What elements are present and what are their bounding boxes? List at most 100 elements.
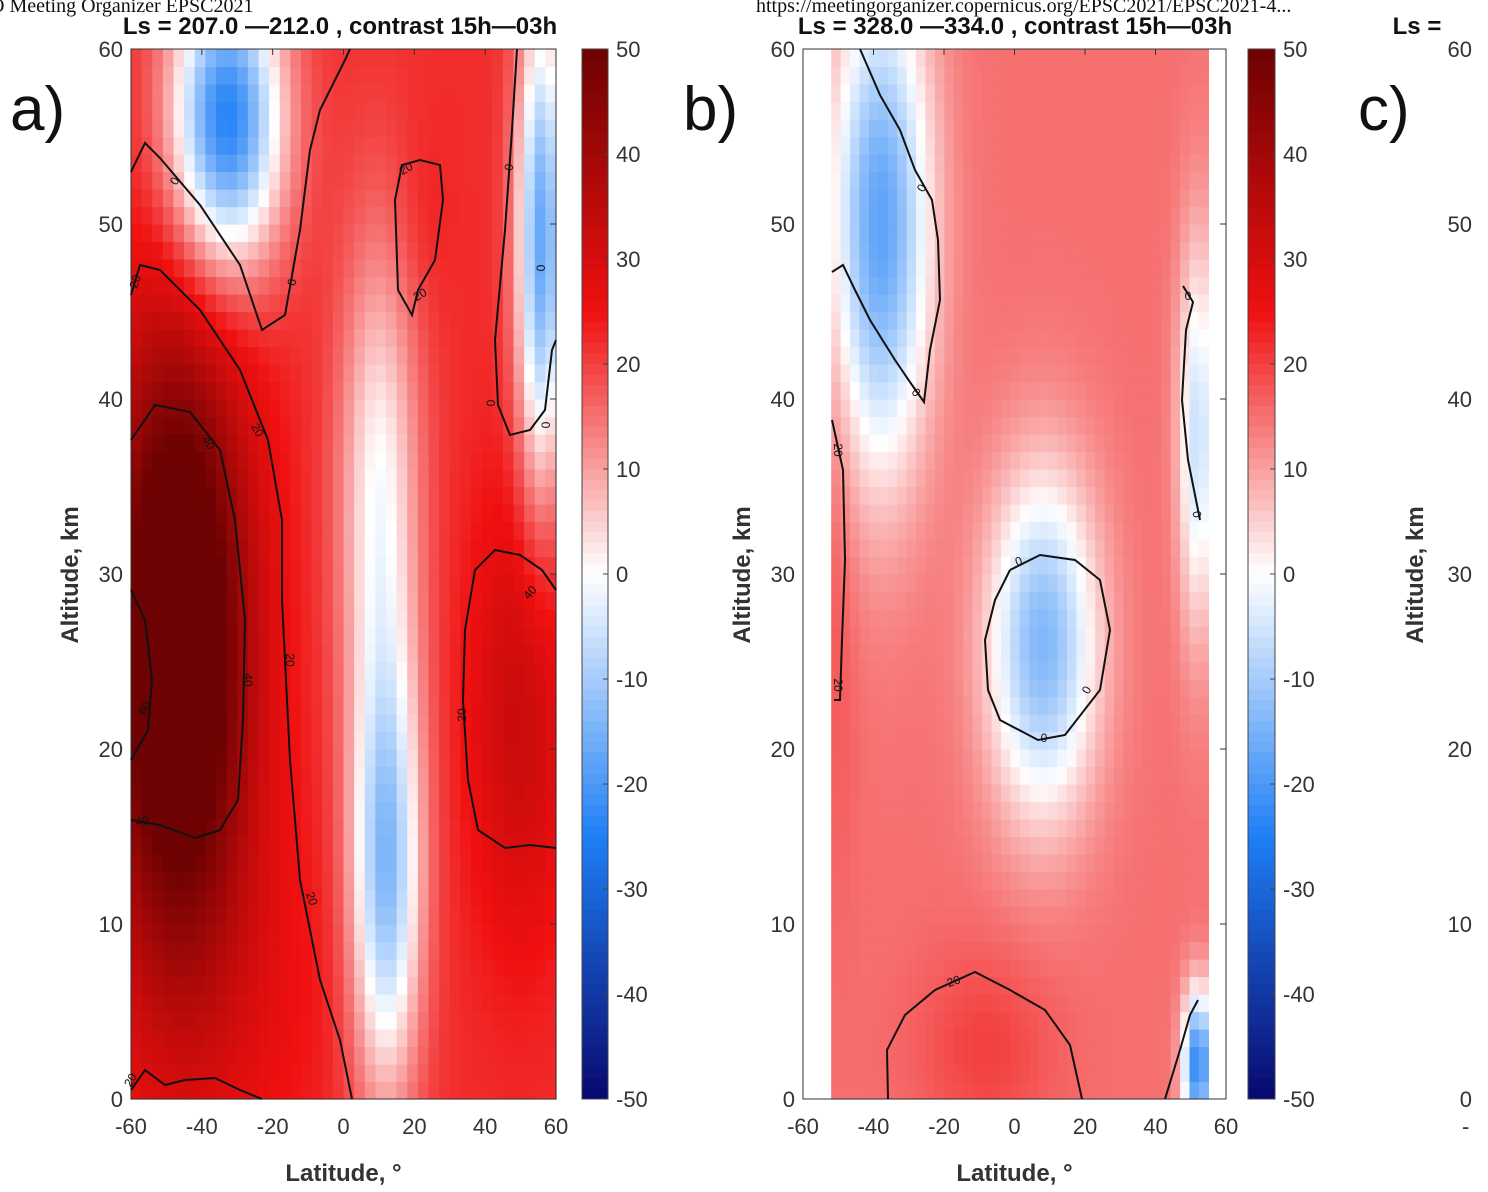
- heatmap-cell: [925, 1046, 936, 1065]
- heatmap-cell: [364, 696, 376, 715]
- heatmap-cell: [963, 556, 974, 575]
- heatmap-cell: [963, 206, 974, 225]
- heatmap-cell: [513, 941, 525, 960]
- heatmap-cell: [1000, 626, 1011, 645]
- heatmap-cell: [1198, 556, 1209, 575]
- heatmap-cell: [1010, 381, 1021, 400]
- panel-label: a): [10, 75, 65, 144]
- heatmap-cell: [131, 171, 143, 190]
- heatmap-cell: [1161, 259, 1172, 278]
- heatmap-cell: [290, 1064, 302, 1083]
- heatmap-cell: [1038, 644, 1049, 663]
- heatmap-cell: [831, 1011, 842, 1030]
- heatmap-cell: [524, 574, 536, 593]
- heatmap-cell: [953, 1046, 964, 1065]
- heatmap-cell: [1010, 906, 1021, 925]
- heatmap-cell: [141, 959, 153, 978]
- heatmap-cell: [290, 364, 302, 383]
- heatmap-cell: [1085, 749, 1096, 768]
- heatmap-cell: [925, 469, 936, 488]
- heatmap-cell: [1095, 154, 1106, 173]
- heatmap-cell: [1085, 276, 1096, 295]
- heatmap-cell: [934, 486, 945, 505]
- heatmap-cell: [216, 539, 228, 558]
- heatmap-cell: [1095, 1046, 1106, 1065]
- heatmap-cell: [279, 766, 291, 785]
- heatmap-cell: [247, 1081, 260, 1100]
- heatmap-cell: [205, 171, 217, 190]
- heatmap-cell: [1142, 171, 1153, 190]
- colorbar-segment: [582, 1036, 608, 1047]
- colorbar-segment: [582, 1078, 608, 1089]
- heatmap-cell: [1095, 1081, 1106, 1100]
- heatmap-cell: [1029, 696, 1040, 715]
- heatmap-cell: [417, 451, 430, 470]
- colorbar-segment: [582, 259, 608, 270]
- heatmap-cell: [226, 346, 238, 365]
- heatmap-cell: [1085, 469, 1096, 488]
- heatmap-cell: [396, 136, 408, 155]
- heatmap-cell: [194, 154, 206, 173]
- heatmap-cell: [545, 906, 557, 925]
- heatmap-cell: [963, 84, 974, 103]
- heatmap-cell: [311, 486, 323, 505]
- heatmap-cell: [131, 381, 143, 400]
- heatmap-cell: [258, 259, 270, 278]
- heatmap-cell: [205, 661, 217, 680]
- heatmap-cell: [1104, 136, 1115, 155]
- heatmap-cell: [141, 206, 153, 225]
- heatmap-cell: [141, 224, 153, 243]
- heatmap-cell: [1170, 311, 1181, 330]
- heatmap-cell: [194, 871, 206, 890]
- heatmap-cell: [840, 959, 851, 978]
- heatmap-cell: [1085, 224, 1096, 243]
- heatmap-cell: [545, 434, 557, 453]
- heatmap-cell: [322, 854, 334, 873]
- colorbar-segment: [582, 1057, 608, 1068]
- heatmap-cell: [428, 1046, 440, 1065]
- heatmap-cell: [279, 276, 291, 295]
- colorbar-segment: [582, 857, 608, 869]
- heatmap-cell: [417, 504, 430, 523]
- heatmap-cell: [1132, 241, 1143, 260]
- heatmap-cell: [524, 381, 536, 400]
- heatmap-cell: [481, 819, 493, 838]
- heatmap-cell: [131, 329, 143, 348]
- heatmap-cell: [449, 1046, 461, 1065]
- heatmap-cell: [194, 591, 206, 610]
- heatmap-cell: [194, 819, 206, 838]
- heatmap-cell: [1085, 241, 1096, 260]
- heatmap-cell: [963, 416, 974, 435]
- heatmap-cell: [1019, 399, 1030, 418]
- heatmap-cell: [226, 119, 238, 138]
- heatmap-cell: [925, 224, 936, 243]
- heatmap-cell: [1057, 924, 1068, 943]
- heatmap-cell: [524, 276, 536, 295]
- heatmap-cell: [205, 49, 217, 68]
- heatmap-cell: [840, 451, 851, 470]
- heatmap-cell: [417, 749, 430, 768]
- colorbar-segment: [582, 826, 608, 837]
- heatmap-cell: [1142, 976, 1153, 995]
- heatmap-cell: [162, 1081, 175, 1100]
- heatmap-cell: [1010, 994, 1021, 1013]
- heatmap-cell: [1170, 661, 1181, 680]
- heatmap-cell: [141, 329, 153, 348]
- heatmap-cell: [1161, 294, 1172, 313]
- heatmap-cell: [887, 749, 898, 768]
- heatmap-cell: [513, 434, 525, 453]
- heatmap-cell: [428, 644, 440, 663]
- heatmap-cell: [1180, 574, 1191, 593]
- heatmap-cell: [269, 49, 281, 68]
- heatmap-cell: [878, 66, 889, 85]
- heatmap-cell: [1038, 574, 1049, 593]
- page-header-right[interactable]: https://meetingorganizer.copernicus.org/…: [756, 0, 1292, 17]
- heatmap-cell: [439, 924, 451, 943]
- heatmap-cell: [386, 1081, 398, 1100]
- heatmap-cell: [226, 924, 238, 943]
- heatmap-cell: [906, 1081, 917, 1100]
- heatmap-cell: [205, 311, 217, 330]
- heatmap-cell: [237, 469, 249, 488]
- heatmap-cell: [216, 801, 228, 820]
- heatmap-cell: [173, 714, 185, 733]
